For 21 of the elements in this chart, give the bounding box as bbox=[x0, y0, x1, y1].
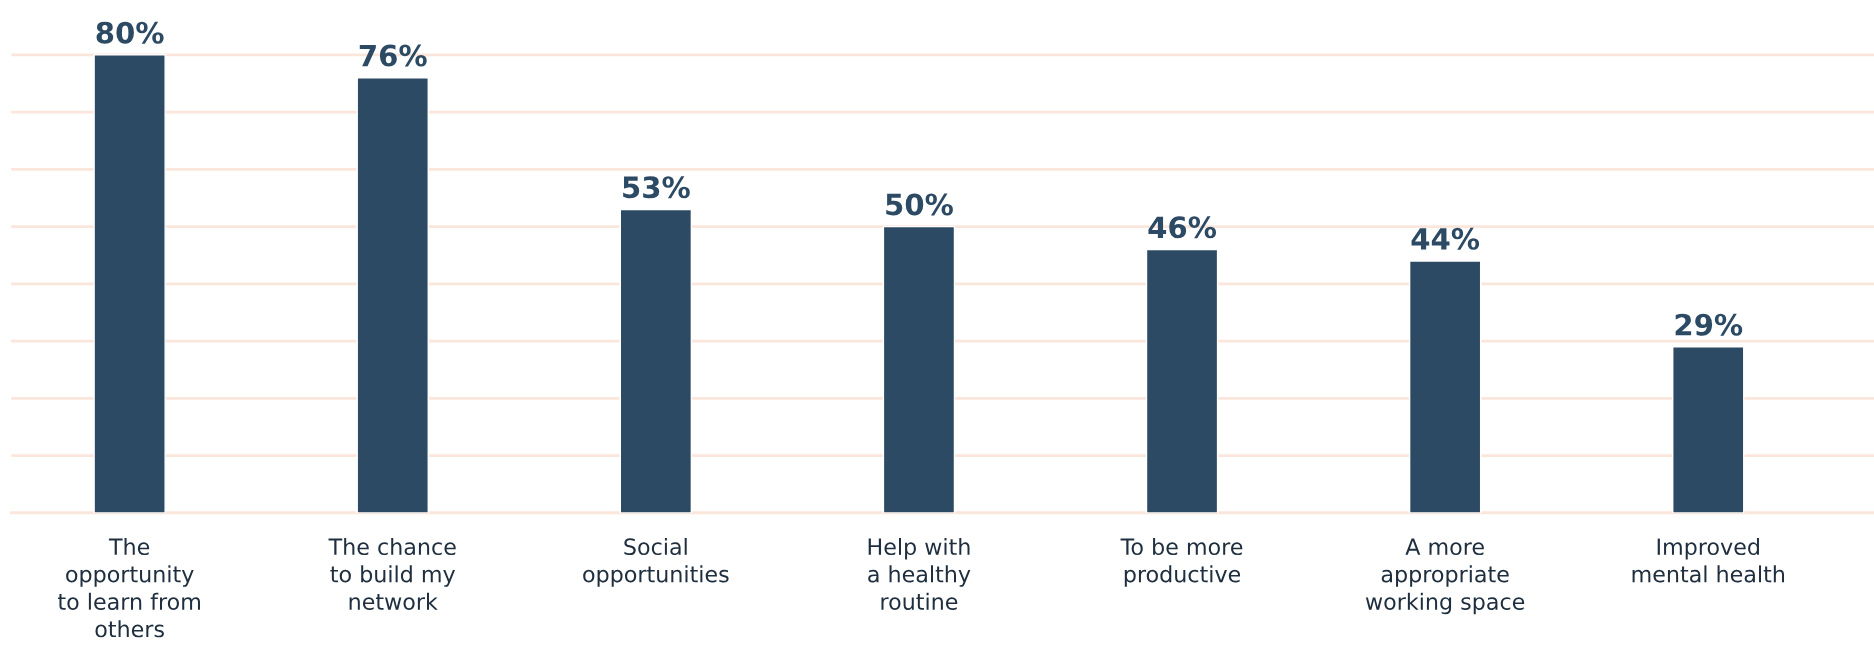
x-tick-label: A more appropriate working space bbox=[1365, 538, 1525, 615]
data-label: 29% bbox=[1675, 313, 1743, 336]
bar bbox=[1145, 248, 1219, 513]
bar bbox=[882, 225, 956, 513]
data-label: 53% bbox=[623, 176, 690, 199]
data-label: 44% bbox=[1411, 227, 1480, 250]
x-tick-label: To be more productive bbox=[1120, 537, 1243, 587]
data-label: 50% bbox=[886, 193, 953, 216]
data-label: 80% bbox=[96, 21, 164, 44]
x-tick-label: The opportunity to learn from others bbox=[58, 537, 200, 638]
x-tick-label: The chance to build my network bbox=[328, 537, 456, 610]
x-tick-label: Improved mental health bbox=[1632, 537, 1785, 583]
data-label: 76% bbox=[359, 44, 427, 67]
bar bbox=[356, 77, 429, 513]
bar bbox=[619, 208, 693, 513]
bar bbox=[1672, 346, 1745, 513]
x-tick-label: Help with a healthy routine bbox=[868, 537, 971, 610]
bar bbox=[1408, 260, 1482, 513]
bar bbox=[93, 54, 166, 513]
data-label: 46% bbox=[1148, 216, 1217, 239]
x-tick-label: Social opportunities bbox=[583, 537, 729, 587]
